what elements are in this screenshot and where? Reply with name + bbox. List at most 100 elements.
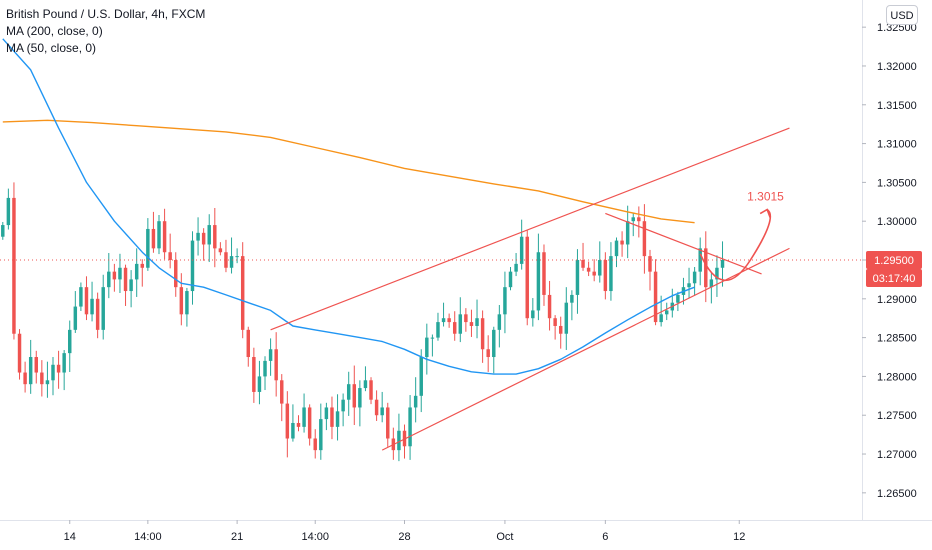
candle[interactable] — [408, 395, 412, 460]
candle[interactable] — [224, 239, 228, 273]
candle[interactable] — [536, 233, 541, 321]
time-axis[interactable]: 14 14:00 21 14:00 28 Oct 6 12 — [0, 520, 932, 543]
candle[interactable] — [17, 329, 22, 380]
candle[interactable] — [363, 366, 368, 392]
candle[interactable] — [430, 334, 435, 357]
candle[interactable] — [107, 253, 111, 299]
candle[interactable] — [252, 347, 256, 403]
candle[interactable] — [324, 402, 329, 431]
candle[interactable] — [207, 214, 211, 263]
candle[interactable] — [302, 393, 306, 433]
candle[interactable] — [330, 396, 334, 440]
candle[interactable] — [12, 182, 16, 340]
candle[interactable] — [519, 219, 524, 270]
candle[interactable] — [570, 290, 574, 321]
candle[interactable] — [625, 205, 630, 259]
candle[interactable] — [335, 394, 340, 441]
candle[interactable] — [469, 309, 474, 337]
trendline[interactable] — [381, 247, 790, 451]
candle[interactable] — [6, 188, 11, 230]
candle[interactable] — [168, 233, 172, 269]
candle[interactable] — [28, 339, 33, 394]
candle[interactable] — [73, 291, 78, 333]
candle[interactable] — [45, 361, 50, 398]
candle[interactable] — [709, 273, 714, 304]
candle[interactable] — [380, 391, 384, 423]
candle[interactable] — [564, 287, 569, 350]
candle[interactable] — [95, 292, 100, 339]
candle[interactable] — [146, 218, 150, 271]
candle[interactable] — [213, 208, 217, 268]
candle[interactable] — [369, 377, 373, 405]
candle[interactable] — [508, 266, 513, 291]
candle[interactable] — [586, 261, 591, 277]
candle[interactable] — [676, 291, 680, 312]
candle[interactable] — [614, 237, 619, 268]
candle[interactable] — [458, 297, 463, 343]
candle[interactable] — [598, 241, 602, 283]
candle[interactable] — [441, 302, 446, 327]
candle[interactable] — [34, 350, 38, 384]
candle[interactable] — [620, 231, 624, 257]
candle[interactable] — [196, 217, 200, 256]
candle[interactable] — [452, 311, 457, 341]
candle[interactable] — [68, 320, 72, 372]
candle[interactable] — [263, 356, 267, 391]
candle[interactable] — [687, 267, 691, 299]
candle[interactable] — [140, 259, 145, 287]
candle[interactable] — [101, 274, 105, 340]
candle[interactable] — [720, 241, 725, 287]
candle[interactable] — [291, 404, 295, 442]
candle[interactable] — [79, 282, 83, 311]
candle[interactable] — [129, 270, 133, 308]
candle[interactable] — [185, 287, 189, 327]
candle[interactable] — [268, 338, 273, 376]
candle[interactable] — [285, 391, 290, 458]
candle[interactable] — [313, 429, 317, 459]
candle[interactable] — [492, 326, 496, 374]
candle[interactable] — [692, 266, 697, 296]
trendline[interactable] — [270, 127, 790, 331]
candle[interactable] — [201, 228, 206, 261]
candle[interactable] — [84, 276, 89, 321]
candle[interactable] — [425, 323, 429, 375]
candle[interactable] — [553, 315, 557, 340]
candle[interactable] — [413, 377, 418, 423]
candle[interactable] — [603, 252, 608, 300]
candle[interactable] — [358, 380, 362, 427]
candle[interactable] — [664, 302, 669, 321]
candle[interactable] — [23, 361, 27, 393]
candle[interactable] — [112, 263, 117, 292]
candle[interactable] — [698, 237, 702, 286]
candle[interactable] — [157, 214, 161, 255]
candle[interactable] — [592, 259, 596, 282]
candle[interactable] — [648, 249, 652, 291]
candle[interactable] — [1, 221, 5, 240]
candle[interactable] — [134, 248, 139, 297]
candle[interactable] — [531, 298, 535, 327]
candle[interactable] — [480, 310, 485, 363]
candle[interactable] — [503, 271, 507, 334]
candle[interactable] — [190, 231, 195, 305]
candle[interactable] — [558, 316, 563, 349]
candle[interactable] — [436, 312, 440, 341]
candle[interactable] — [547, 280, 552, 331]
trendline[interactable] — [605, 212, 762, 275]
candle[interactable] — [397, 413, 401, 462]
candle[interactable] — [386, 402, 390, 447]
candle[interactable] — [497, 305, 502, 348]
candle[interactable] — [51, 357, 55, 396]
candle[interactable] — [637, 206, 641, 238]
candle[interactable] — [296, 415, 301, 432]
currency-button[interactable]: USD — [886, 5, 918, 25]
plot-area[interactable]: 1.3015 — [0, 38, 862, 462]
candle[interactable] — [346, 371, 351, 416]
candle[interactable] — [341, 393, 345, 427]
candle[interactable] — [542, 244, 546, 306]
candle[interactable] — [246, 326, 251, 367]
price-axis[interactable]: 1.32500 1.32000 1.31500 1.31000 1.30500 1.300… — [862, 0, 932, 550]
candle[interactable] — [179, 273, 184, 326]
candle[interactable] — [514, 253, 518, 277]
candle[interactable] — [118, 253, 122, 294]
forecast-curve[interactable] — [699, 208, 772, 282]
